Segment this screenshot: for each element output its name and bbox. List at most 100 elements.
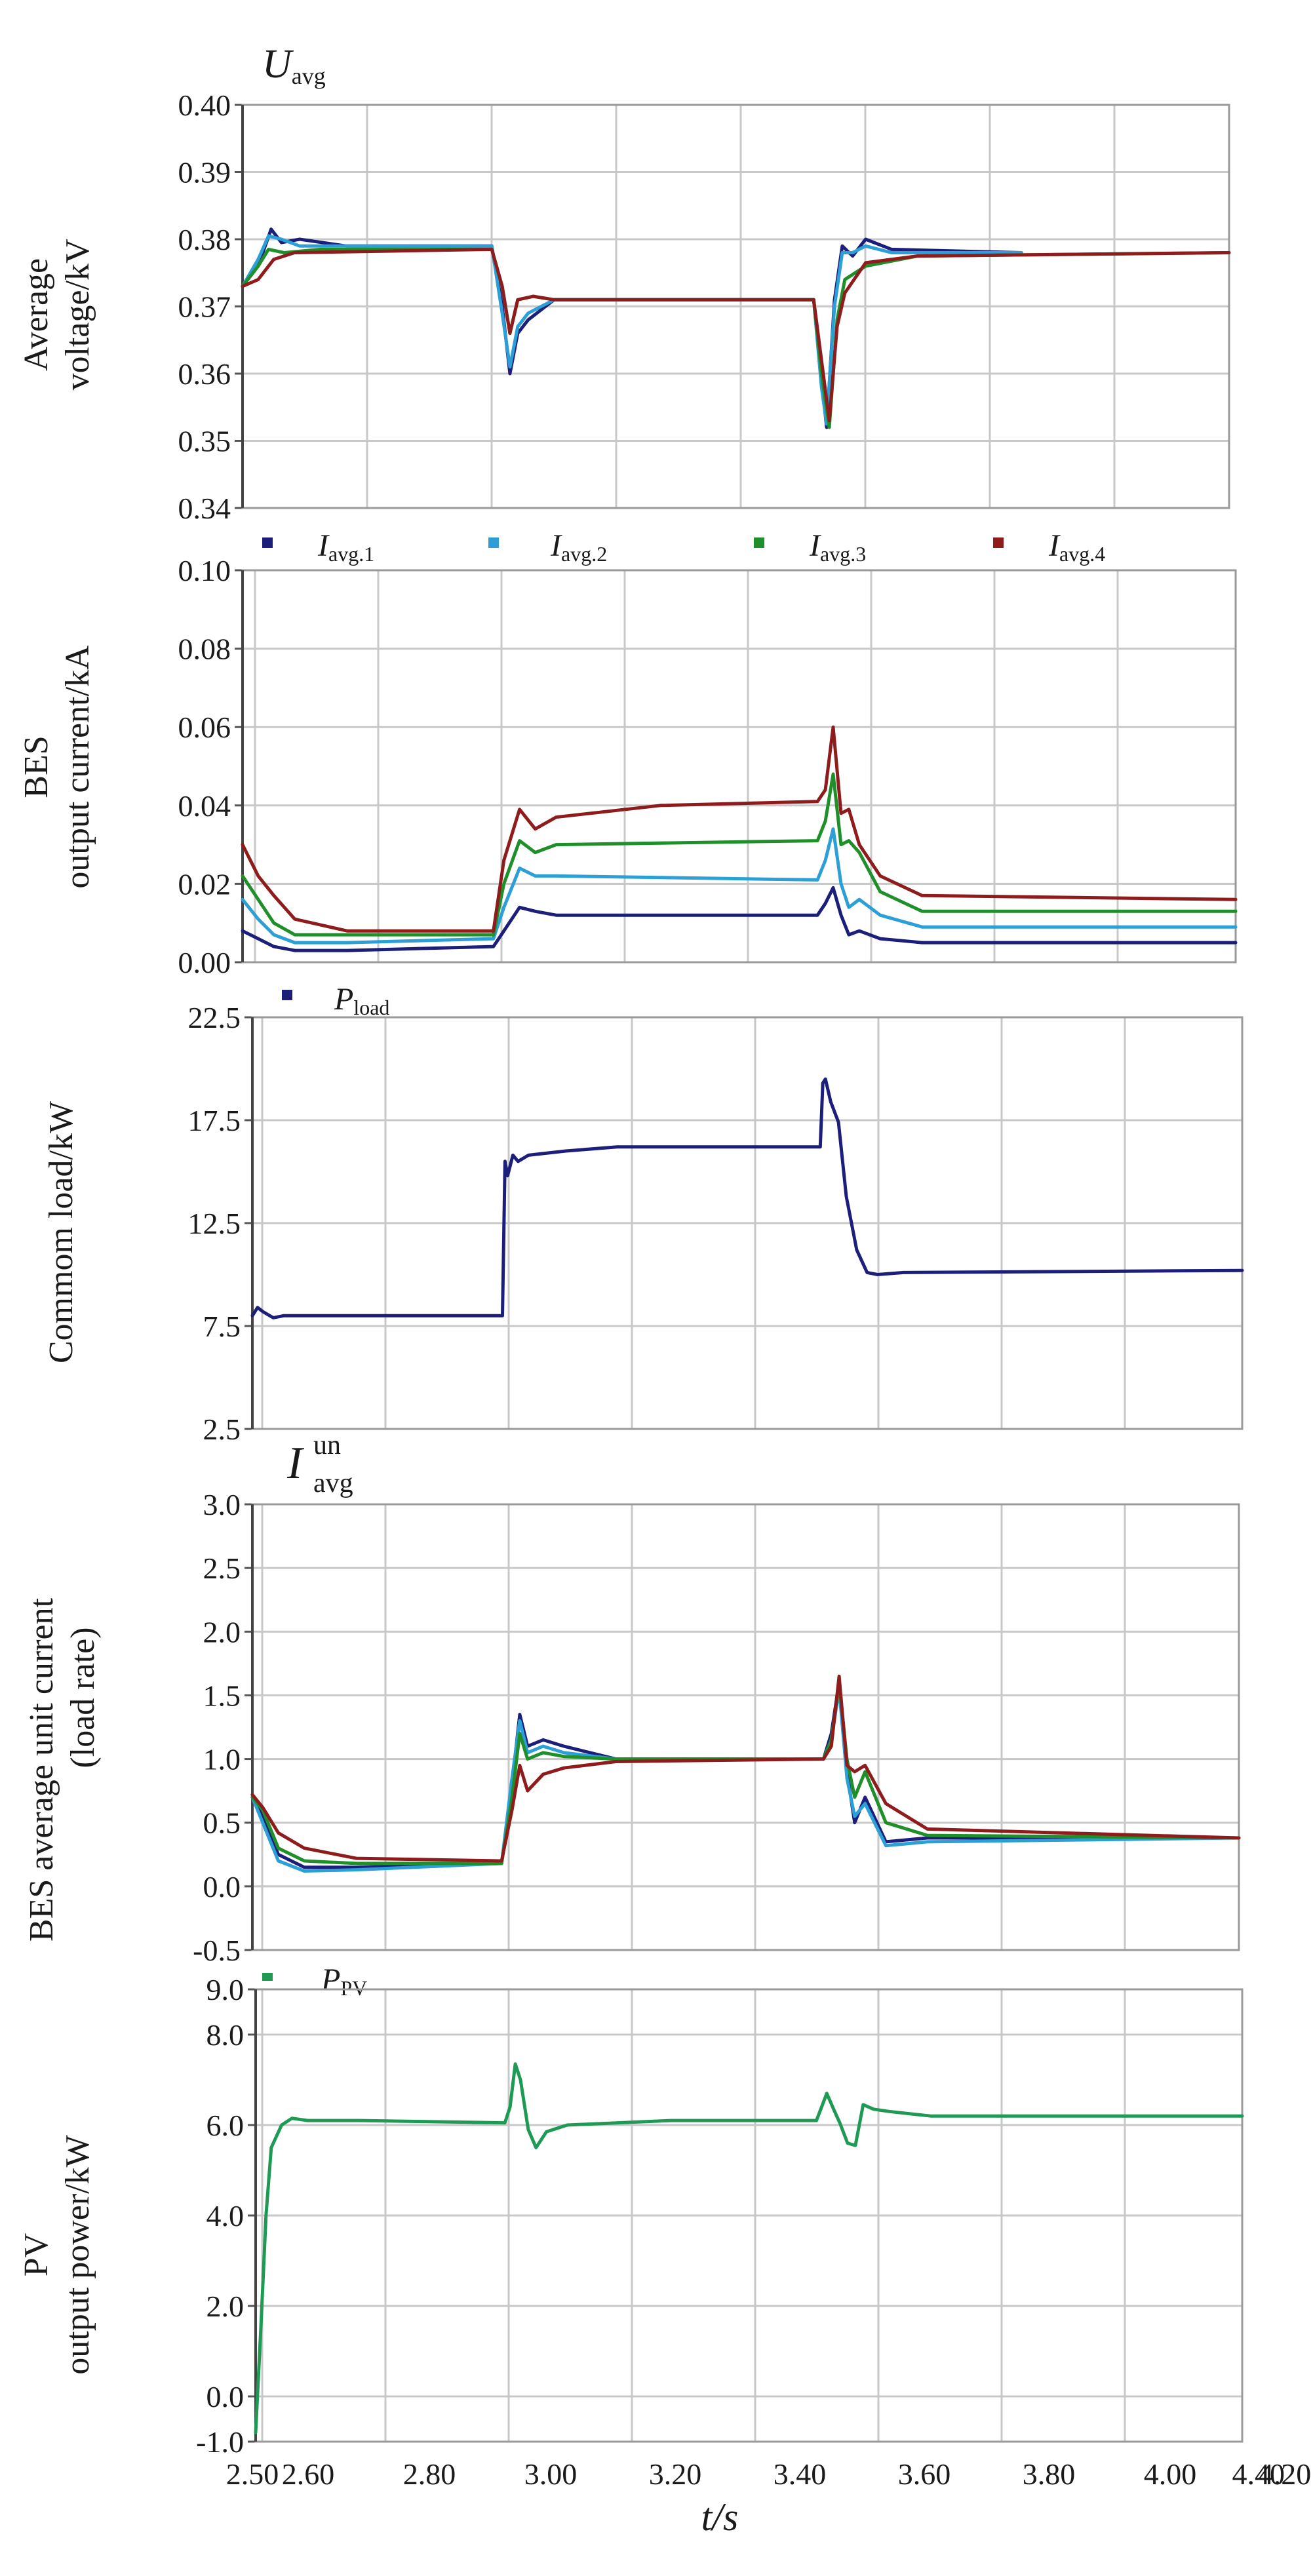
- pv_power-series-line-1: [254, 2062, 1244, 2434]
- x-tick-label: 3.60: [898, 2457, 951, 2491]
- bes_current-ytick-label: 0.02: [178, 867, 231, 901]
- load-legend: Pload: [282, 982, 389, 1019]
- unit_current-ytick-label: 3.0: [203, 1488, 241, 1521]
- x-tick-label: 3.20: [649, 2457, 702, 2491]
- voltage-ytick-label: 0.40: [178, 88, 231, 122]
- legend-label-1: Iavg.1: [317, 528, 374, 566]
- unit_current-frame: [251, 1503, 1240, 1951]
- pv-y-label-line2: output power/kW: [59, 2135, 96, 2374]
- voltage-y-label: Average voltage/kV: [18, 239, 96, 390]
- unit_current-series-line-4: [250, 1674, 1241, 1863]
- load-grid: [245, 1016, 1244, 1430]
- unit_current-ytick-label: 1.0: [203, 1743, 241, 1776]
- x-tick-label: 4.00: [1144, 2457, 1197, 2491]
- unit_current-ytick-label: 0.0: [203, 1870, 241, 1903]
- current-y-label-line1: BES: [18, 735, 55, 798]
- pv_power-ytick-label: 2.0: [206, 2290, 245, 2323]
- x-tick-label: 4.20: [1259, 2457, 1312, 2491]
- current-panel: 0.10 0.08 0.06 0.04 0.02 0.00 BES output curr…: [18, 554, 1238, 979]
- pv-legend: PPV: [262, 1962, 367, 2000]
- voltage-y-ticks: 0.40 0.39 0.38 0.37 0.36 0.35 0.34: [178, 88, 231, 525]
- x-tick-label: 2.60: [282, 2457, 335, 2491]
- unit_current-ytick-label: 0.5: [203, 1806, 241, 1840]
- voltage-grid: [235, 104, 1230, 509]
- load-y-label: Commom load/kW: [43, 1101, 80, 1363]
- pv-series: [254, 2062, 1244, 2434]
- bes_current-series-line-1: [241, 886, 1238, 952]
- voltage-series: [241, 227, 1231, 429]
- bes_current-ytick-label: 0.06: [178, 711, 231, 744]
- x-tick-label: 2.80: [403, 2457, 456, 2491]
- load-panel: 22.5 17.5 12.5 7.5 2.5 Commom load/kW: [43, 1001, 1244, 1446]
- bes_current-series-line-3: [241, 772, 1238, 937]
- bes_current-ytick-label: 0.04: [178, 789, 231, 823]
- x-tick-label: 4.40: [1232, 2457, 1285, 2491]
- x-tick-label: 3.80: [1023, 2457, 1076, 2491]
- unit_current-ytick-label: 2.5: [203, 1551, 241, 1585]
- pv-grid: [248, 1988, 1244, 2443]
- voltage-series-line-3: [241, 247, 1231, 429]
- bes_current-series-line-2: [241, 827, 1238, 945]
- pv_power-ytick-label: 4.0: [206, 2199, 245, 2233]
- pv-panel: 9.0 8.0 6.0 4.0 2.0 0.0 -1.0 PV output power/k…: [18, 1973, 1244, 2459]
- unit_current-ytick-label: -0.5: [193, 1934, 241, 1967]
- pv_power-ytick-label: 6.0: [206, 2109, 245, 2142]
- unit-current-y-label-line1: BES average unit current: [23, 1597, 60, 1942]
- pv_power-ytick-label: 9.0: [206, 1973, 245, 2006]
- current-grid: [235, 569, 1237, 964]
- legend-label-load: Pload: [334, 982, 389, 1019]
- legend-swatch-1: [262, 537, 273, 548]
- legend-swatch-load: [282, 990, 292, 1000]
- legend-swatch-pv: [262, 1973, 273, 1981]
- unit-current-y-label-line2: (load rate): [64, 1627, 102, 1768]
- pv-y-label-line1: PV: [18, 2233, 55, 2276]
- pv-y-ticks: 9.0 8.0 6.0 4.0 2.0 0.0 -1.0: [196, 1973, 244, 2459]
- voltage-ytick-label: 0.39: [178, 156, 231, 189]
- unit-current-panel: 3.0 2.5 2.0 1.5 1.0 0.5 0.0 -0.5 I un avg BES a…: [23, 1430, 1241, 1967]
- unit-current-series: [250, 1674, 1241, 1873]
- current-legend: Iavg.1 Iavg.2 Iavg.3 Iavg.4: [262, 528, 1105, 566]
- unit-current-title-sup: un: [313, 1430, 341, 1460]
- unit_current-ytick-label: 2.0: [203, 1615, 241, 1649]
- legend-swatch-2: [488, 537, 499, 548]
- voltage-ytick-label: 0.38: [178, 223, 231, 256]
- voltage-series-line-4: [241, 247, 1231, 423]
- unit-current-y-ticks: 3.0 2.5 2.0 1.5 1.0 0.5 0.0 -0.5: [193, 1488, 241, 1967]
- legend-swatch-4: [993, 537, 1004, 548]
- load-y-ticks: 22.5 17.5 12.5 7.5 2.5: [188, 1001, 241, 1446]
- common_load-ytick-label: 12.5: [188, 1207, 241, 1240]
- legend-label-2: Iavg.2: [550, 528, 607, 566]
- bes_current-frame: [241, 569, 1237, 964]
- common_load-series-line-1: [250, 1077, 1244, 1319]
- voltage-ytick-label: 0.34: [178, 492, 231, 525]
- common_load-ytick-label: 2.5: [203, 1413, 241, 1446]
- unit-current-title-sub: avg: [313, 1468, 353, 1498]
- unit-current-title: I: [286, 1438, 305, 1489]
- legend-label-4: Iavg.4: [1048, 528, 1105, 566]
- legend-label-3: Iavg.3: [809, 528, 866, 566]
- voltage-series-line-2: [241, 234, 1023, 426]
- x-axis-ticks: 2.50 2.60 2.80 3.00 3.20 3.40 3.60 3.80 4.00 4.20…: [226, 2457, 1312, 2491]
- voltage-y-label-line2: voltage/kV: [59, 239, 96, 390]
- unit_current-series-line-3: [250, 1681, 1241, 1865]
- unit_current-ytick-label: 1.5: [203, 1679, 241, 1712]
- common_load-ytick-label: 17.5: [188, 1104, 241, 1137]
- voltage-ytick-label: 0.35: [178, 425, 231, 458]
- voltage-y-label-line1: Average: [18, 258, 55, 371]
- bes_current-ytick-label: 0.08: [178, 633, 231, 666]
- unit-current-grid: [245, 1503, 1240, 1951]
- bes_current-ytick-label: 0.00: [178, 946, 231, 979]
- common_load-ytick-label: 22.5: [188, 1001, 241, 1034]
- x-tick-label: 3.40: [774, 2457, 827, 2491]
- pv_power-ytick-label: -1.0: [196, 2425, 244, 2459]
- x-tick-label: 2.50: [226, 2457, 279, 2491]
- bes_current-ytick-label: 0.10: [178, 554, 231, 587]
- x-axis-label: t/s: [701, 2495, 739, 2539]
- voltage-ytick-label: 0.37: [178, 290, 231, 324]
- bes_current-series-line-4: [241, 725, 1238, 933]
- common_load-ytick-label: 7.5: [203, 1310, 241, 1343]
- current-y-label-line2: output current/kA: [59, 645, 96, 889]
- unit_current-series-line-2: [250, 1687, 1241, 1873]
- pv_power-ytick-label: 8.0: [206, 2018, 245, 2052]
